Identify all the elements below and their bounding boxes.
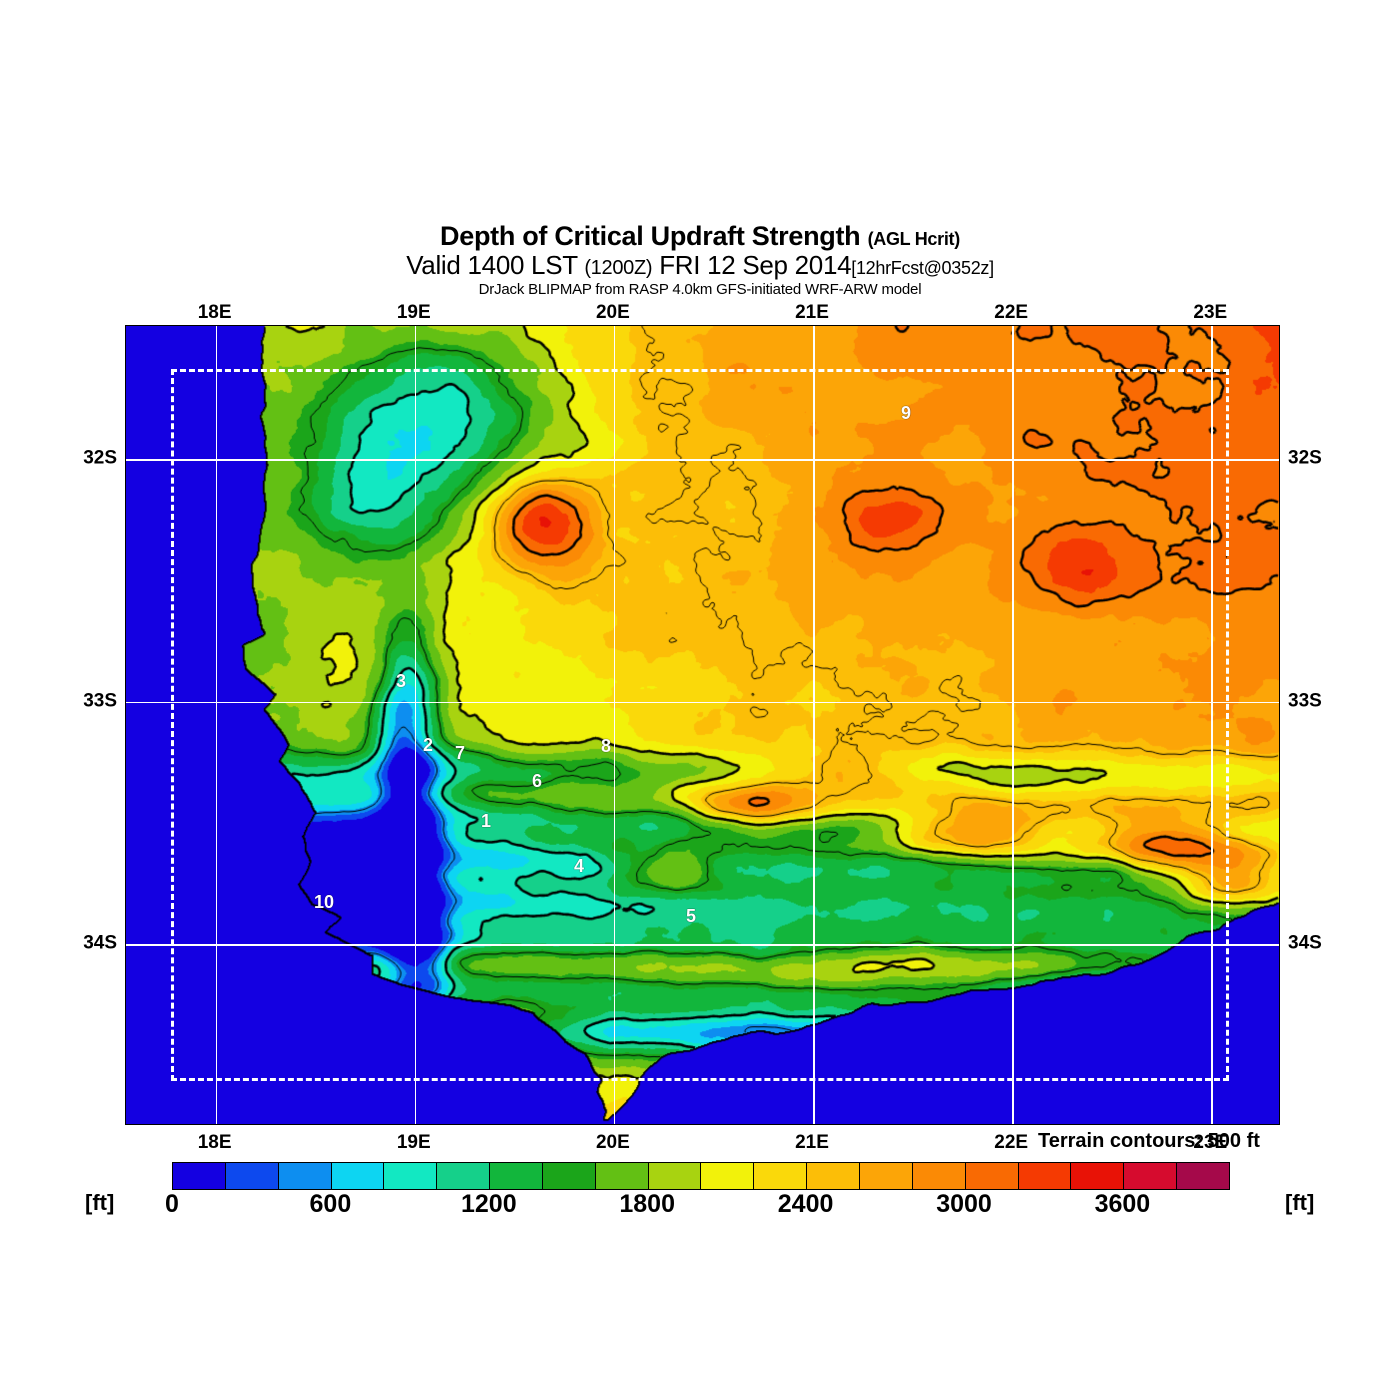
axis-tick-bottom-23E: 23E (1193, 1132, 1228, 1153)
axis-tick-right-33S: 33S (1288, 690, 1322, 712)
graticule-meridian-19E (414, 326, 417, 1124)
axis-tick-top-22E: 22E (994, 302, 1029, 323)
colorbar-tick-2400: 2400 (777, 1190, 834, 1218)
colorbar-band-14 (912, 1163, 966, 1189)
colorbar-band-10 (701, 1163, 755, 1189)
graticule-meridian-20E (613, 326, 616, 1124)
graticule-meridian-21E (813, 326, 815, 1124)
graticule-parallel-32S (126, 459, 1279, 461)
waypoint-1: 1 (480, 811, 492, 831)
axis-tick-left-33S: 33S (83, 690, 117, 712)
colorbar-tick-1800: 1800 (619, 1190, 675, 1218)
colorbar-band-3 (331, 1163, 385, 1189)
graticule-parallel-33S (126, 701, 1279, 704)
colorbar-band-13 (859, 1163, 913, 1189)
axis-tick-right-34S: 34S (1288, 932, 1322, 954)
forecast-tag: [12hrFcst@0352z] (851, 258, 994, 279)
colorbar-band-19 (1177, 1163, 1229, 1189)
axis-tick-bottom-21E: 21E (795, 1132, 829, 1153)
colorbar-scale[interactable] (172, 1162, 1230, 1190)
waypoint-9: 9 (900, 403, 912, 423)
colorbar-tick-3000: 3000 (936, 1190, 992, 1218)
colorbar-tick-1200: 1200 (460, 1190, 517, 1218)
colorbar-band-8 (595, 1163, 649, 1189)
colorbar-band-17 (1071, 1163, 1125, 1189)
graticule-meridian-23E (1211, 326, 1213, 1124)
colorbar-band-6 (490, 1163, 543, 1189)
colorbar-band-7 (542, 1163, 596, 1189)
main-title-text: Depth of Critical Updraft Strength (440, 221, 861, 251)
waypoint-8: 8 (600, 736, 612, 756)
axis-tick-top-18E: 18E (197, 302, 232, 323)
waypoint-7: 7 (454, 743, 466, 763)
waypoint-5: 5 (685, 906, 697, 926)
graticule-meridian-22E (1012, 326, 1014, 1124)
axis-tick-right-32S: 32S (1288, 447, 1322, 469)
axis-tick-bottom-18E: 18E (197, 1132, 232, 1153)
colorbar-band-15 (965, 1163, 1019, 1189)
valid-time-line: Valid 1400 LST (1200Z) FRI 12 Sep 2014[1… (0, 251, 1400, 280)
axis-tick-bottom-20E: 20E (595, 1132, 630, 1153)
waypoint-6: 6 (531, 771, 543, 791)
map-panel[interactable]: 9 3 2 7 6 8 1 4 10 5 (125, 325, 1280, 1125)
colorbar-band-0 (173, 1163, 226, 1189)
colorbar-tick-600: 600 (309, 1190, 352, 1218)
valid-date: FRI 12 Sep 2014 (659, 250, 852, 281)
colorbar-band-9 (648, 1163, 702, 1189)
waypoint-3: 3 (395, 671, 407, 691)
valid-utc: (1200Z) (584, 257, 653, 280)
model-description: DrJack BLIPMAP from RASP 4.0km GFS-initi… (478, 280, 922, 298)
colorbar-band-2 (278, 1163, 332, 1189)
colorbar-unit-left: [ft] (85, 1190, 115, 1215)
axis-tick-bottom-19E: 19E (396, 1132, 431, 1153)
title-block: Depth of Critical Updraft Strength (AGL … (0, 222, 1400, 298)
axis-tick-top-19E: 19E (396, 302, 431, 323)
colorbar-tick-3600: 3600 (1094, 1190, 1151, 1218)
colorbar-panel: [ft] [ft] 0 600 1200 1800 2400 3000 3600 (0, 1160, 1400, 1230)
axis-tick-top-23E: 23E (1193, 302, 1228, 323)
page-title: Depth of Critical Updraft Strength (AGL … (0, 222, 1400, 250)
waypoint-2: 2 (422, 735, 434, 755)
valid-prefix: Valid 1400 LST (406, 250, 578, 281)
graticule-meridian-18E (215, 326, 218, 1124)
axis-tick-top-20E: 20E (595, 302, 630, 323)
graticule-parallel-34S (126, 944, 1279, 946)
axis-tick-top-21E: 21E (795, 302, 829, 323)
axis-tick-left-34S: 34S (83, 932, 117, 954)
axis-tick-bottom-22E: 22E (994, 1132, 1029, 1153)
colorbar-band-12 (807, 1163, 860, 1189)
colorbar-tick-0: 0 (165, 1190, 179, 1218)
terrain-contour-note: Terrain contours: 500 ft (1038, 1130, 1260, 1152)
colorbar-band-18 (1124, 1163, 1178, 1189)
colorbar-band-16 (1018, 1163, 1072, 1189)
colorbar-unit-right: [ft] (1285, 1190, 1315, 1215)
colorbar-band-4 (384, 1163, 438, 1189)
colorbar-band-11 (754, 1163, 808, 1189)
axis-tick-left-32S: 32S (83, 447, 117, 469)
terrain-heatmap (126, 326, 1279, 1124)
colorbar-band-5 (437, 1163, 491, 1189)
colorbar-band-1 (225, 1163, 279, 1189)
main-title-suffix: (AGL Hcrit) (867, 229, 961, 249)
waypoint-4: 4 (573, 856, 585, 876)
waypoint-10: 10 (313, 892, 335, 912)
